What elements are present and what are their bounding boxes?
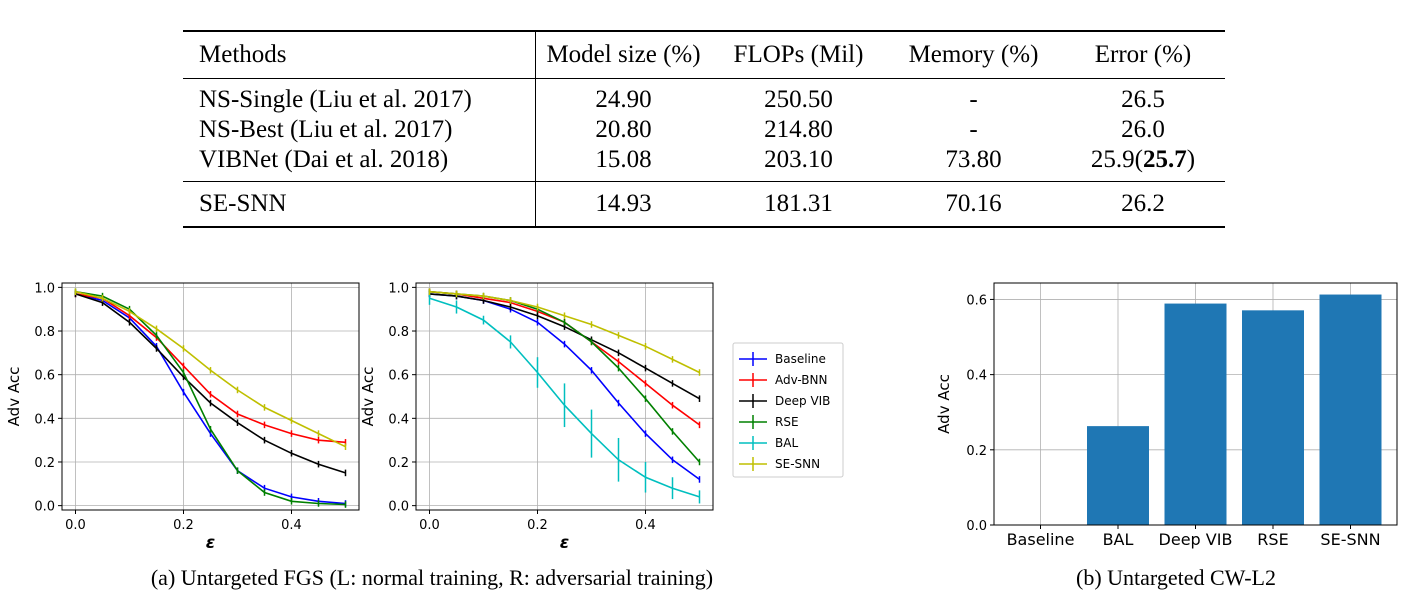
- y-tick-label: 0.6: [34, 369, 55, 384]
- comparison-table: Methods Model size (%) FLOPs (Mil) Memor…: [183, 30, 1225, 228]
- cell-flops: 181.31: [711, 181, 886, 228]
- cell-flops: 203.10: [711, 145, 886, 182]
- y-tick-label: 0.6: [966, 293, 987, 308]
- series-line: [429, 290, 700, 374]
- y-axis-label: Adv Acc: [5, 367, 23, 427]
- x-tick-label: 0.4: [281, 518, 302, 533]
- legend-label: SE-SNN: [775, 457, 820, 471]
- cell-error: 26.5: [1121, 86, 1165, 113]
- cell-flops: 214.80: [764, 116, 833, 143]
- series-line: [75, 293, 346, 474]
- cell-error-plain: 25.9(: [1090, 146, 1143, 173]
- header-flops: FLOPs (Mil): [711, 30, 886, 79]
- y-tick-label: 0.2: [34, 456, 55, 471]
- cell-error-suffix: ): [1186, 146, 1196, 173]
- caption-a: (a) Untargeted FGS (L: normal training, …: [151, 565, 713, 590]
- bar: [1242, 310, 1304, 525]
- axes-frame: [61, 282, 360, 511]
- caption-b: (b) Untargeted CW-L2: [1076, 565, 1276, 590]
- x-tick-label: 0.2: [173, 518, 194, 533]
- legend-label: Deep VIB: [775, 394, 830, 408]
- y-tick-label: 0.4: [34, 412, 55, 427]
- y-tick-label: 0.0: [966, 519, 987, 534]
- x-axis-label: ε: [206, 533, 215, 553]
- header-model-size: Model size (%): [535, 30, 711, 79]
- series-line: [75, 290, 346, 506]
- cell-flops: 250.50: [764, 86, 833, 113]
- axes-frame: [415, 282, 714, 511]
- x-tick-label: Deep VIB: [1159, 530, 1233, 549]
- cell-memory: 73.80: [886, 145, 1061, 182]
- cell-model-size: 24.90: [595, 86, 652, 113]
- y-tick-label: 1.0: [34, 281, 55, 296]
- x-tick-label: 0.0: [65, 518, 86, 533]
- x-tick-label: Baseline: [1007, 530, 1075, 549]
- results-table: Methods Model size (%) FLOPs (Mil) Memor…: [183, 30, 1225, 228]
- cell-error: 25.9(25.7): [1061, 145, 1225, 182]
- x-tick-label: SE-SNN: [1320, 530, 1380, 549]
- x-tick-label: BAL: [1103, 530, 1134, 549]
- legend-label: RSE: [775, 415, 799, 429]
- table-row: NS-Single (Liu et al. 2017) 24.90 250.50…: [183, 78, 1225, 115]
- table-row: NS-Best (Liu et al. 2017) 20.80 214.80 -…: [183, 115, 1225, 145]
- header-memory: Memory (%): [886, 30, 1061, 79]
- x-tick-label: 0.0: [419, 518, 440, 533]
- cell-model-size: 20.80: [595, 116, 652, 143]
- bar: [1087, 426, 1149, 525]
- header-methods: Methods: [183, 30, 536, 79]
- y-tick-label: 0.8: [388, 325, 409, 340]
- y-tick-label: 0.4: [966, 369, 987, 384]
- cell-model-size: 14.93: [535, 181, 711, 228]
- cell-memory: 70.16: [886, 181, 1061, 228]
- cell-error-bold: 25.7: [1143, 146, 1187, 173]
- y-tick-label: 0.4: [388, 412, 409, 427]
- y-tick-label: 0.2: [966, 444, 987, 459]
- legend-label: Adv-BNN: [775, 373, 827, 387]
- cell-method: SE-SNN: [183, 181, 536, 228]
- y-tick-label: 0.6: [388, 369, 409, 384]
- cell-method: VIBNet (Dai et al. 2018): [183, 145, 536, 182]
- cell-model-size: 15.08: [535, 145, 711, 182]
- cell-memory: -: [969, 86, 978, 113]
- y-tick-label: 0.0: [388, 500, 409, 515]
- y-tick-label: 1.0: [388, 281, 409, 296]
- cell-error: 26.2: [1061, 181, 1225, 228]
- cell-memory: -: [969, 116, 978, 143]
- table-header-row: Methods Model size (%) FLOPs (Mil) Memor…: [183, 30, 1225, 79]
- table-row-ours: SE-SNN 14.93 181.31 70.16 26.2: [183, 181, 1225, 228]
- bar: [1164, 303, 1227, 525]
- x-tick-label: 0.4: [635, 518, 656, 533]
- cell-error: 26.0: [1121, 116, 1165, 143]
- x-tick-label: 0.2: [527, 518, 548, 533]
- series-line: [75, 293, 346, 505]
- x-tick-label: RSE: [1257, 530, 1288, 549]
- bar: [1319, 294, 1382, 525]
- legend-label: Baseline: [775, 352, 826, 366]
- x-axis-label: ε: [560, 533, 569, 553]
- y-tick-label: 0.2: [388, 456, 409, 471]
- table-row: VIBNet (Dai et al. 2018) 15.08 203.10 73…: [183, 145, 1225, 182]
- axes-frame: [993, 282, 1398, 526]
- cell-method: NS-Single (Liu et al. 2017): [183, 78, 536, 115]
- y-tick-label: 0.8: [34, 325, 55, 340]
- y-axis-label: Adv Acc: [359, 367, 377, 427]
- y-tick-label: 0.0: [34, 500, 55, 515]
- cell-method: NS-Best (Liu et al. 2017): [183, 115, 536, 145]
- y-axis-label: Adv Acc: [935, 374, 953, 434]
- legend-label: BAL: [775, 436, 798, 450]
- header-error: Error (%): [1061, 30, 1225, 79]
